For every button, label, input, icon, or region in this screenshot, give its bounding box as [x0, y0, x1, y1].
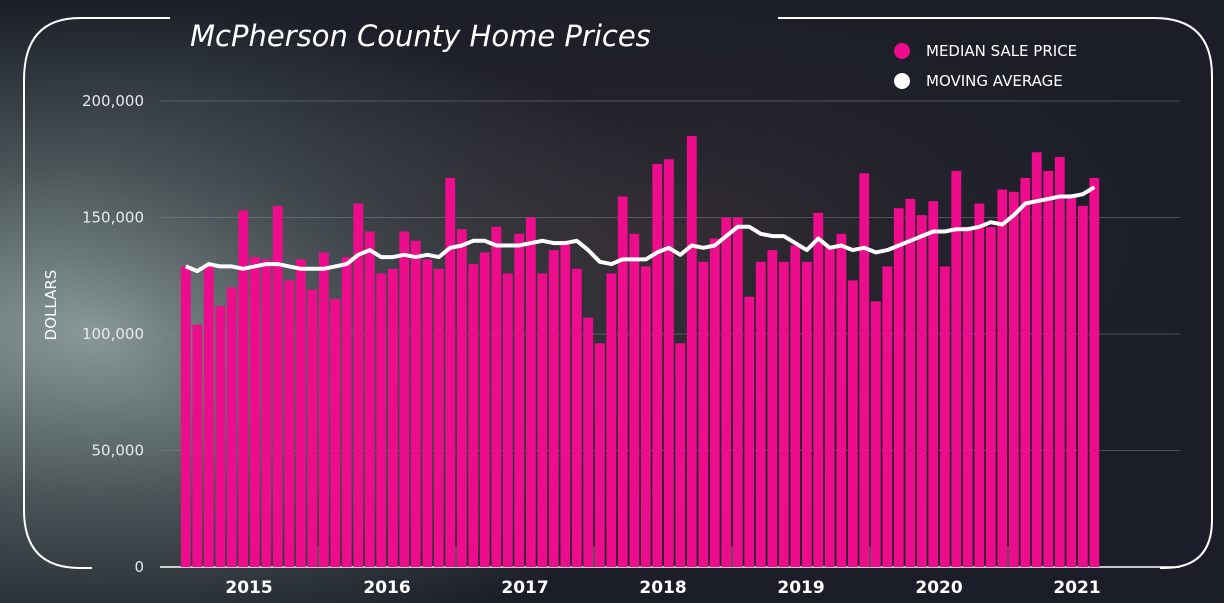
x-tick-label: 2016	[363, 578, 410, 598]
bar	[192, 325, 202, 567]
bar	[813, 213, 823, 567]
bar	[606, 273, 616, 567]
bar	[1020, 178, 1030, 567]
y-tick-label: 0	[134, 558, 144, 576]
bar	[848, 280, 858, 567]
bar	[422, 259, 432, 567]
bar	[572, 269, 582, 567]
legend-marker	[894, 73, 910, 89]
bar	[905, 199, 915, 567]
bar	[710, 238, 720, 567]
bar	[675, 343, 685, 567]
bar	[1055, 157, 1065, 567]
bar	[629, 234, 639, 567]
bar	[1066, 194, 1076, 567]
x-tick-label: 2017	[501, 578, 548, 598]
bar	[250, 257, 260, 567]
bar	[491, 227, 501, 567]
bar	[526, 218, 536, 568]
bar	[595, 343, 605, 567]
bar	[319, 252, 329, 567]
bar	[894, 208, 904, 567]
bar	[342, 257, 352, 567]
bar	[376, 273, 386, 567]
y-tick-label: 150,000	[82, 209, 144, 227]
bar	[238, 211, 248, 567]
bar	[641, 266, 651, 567]
bar	[859, 173, 869, 567]
bar	[744, 297, 754, 567]
bar	[457, 229, 467, 567]
x-tick-label: 2015	[225, 578, 272, 598]
bar	[1089, 178, 1099, 567]
x-tick-label: 2020	[915, 578, 962, 598]
bar	[537, 273, 547, 567]
bar	[503, 273, 513, 567]
bar	[261, 259, 271, 567]
bar	[215, 306, 225, 567]
bar	[284, 280, 294, 567]
bar	[1043, 171, 1053, 567]
bar	[997, 190, 1007, 567]
bar	[974, 204, 984, 567]
bar	[733, 218, 743, 568]
bar	[514, 234, 524, 567]
legend-label: MOVING AVERAGE	[926, 72, 1063, 90]
legend-label: MEDIAN SALE PRICE	[926, 42, 1077, 60]
bar	[836, 234, 846, 567]
bar	[411, 241, 421, 567]
bar	[1009, 192, 1019, 567]
bar	[779, 262, 789, 567]
x-tick-label: 2021	[1053, 578, 1100, 598]
bar	[365, 231, 375, 567]
bar	[296, 259, 306, 567]
bar	[468, 264, 478, 567]
bar	[825, 245, 835, 567]
bar	[652, 164, 662, 567]
bar	[560, 241, 570, 567]
bar	[767, 250, 777, 567]
bar	[940, 266, 950, 567]
bar	[618, 197, 628, 567]
bar	[687, 136, 697, 567]
bar	[273, 206, 283, 567]
y-tick-label: 200,000	[82, 92, 144, 110]
bar	[871, 301, 881, 567]
bar	[1032, 152, 1042, 567]
x-tick-label: 2019	[777, 578, 824, 598]
bar	[721, 218, 731, 568]
bar	[204, 264, 214, 567]
legend-marker	[894, 43, 910, 59]
chart: McPherson County Home Prices DOLLARS 0 50…	[0, 0, 1224, 603]
bar	[963, 227, 973, 567]
bar	[917, 215, 927, 567]
bar	[790, 245, 800, 567]
x-tick-label: 2018	[639, 578, 686, 598]
bar	[802, 262, 812, 567]
y-tick-label: 100,000	[82, 325, 144, 343]
chart-title: McPherson County Home Prices	[190, 19, 651, 53]
bar	[928, 201, 938, 567]
bar	[1078, 206, 1088, 567]
bar	[549, 250, 559, 567]
bar	[181, 266, 191, 567]
bar	[434, 269, 444, 567]
bar	[882, 266, 892, 567]
bar	[986, 227, 996, 567]
bar	[698, 262, 708, 567]
bar	[399, 231, 409, 567]
bar	[756, 262, 766, 567]
y-axis-label: DOLLARS	[42, 270, 60, 341]
bar	[330, 299, 340, 567]
bar	[388, 269, 398, 567]
y-tick-label: 50,000	[92, 442, 145, 460]
bar	[664, 159, 674, 567]
bar	[227, 287, 237, 567]
bar	[445, 178, 455, 567]
bar	[307, 290, 317, 567]
bar	[583, 318, 593, 567]
bar	[480, 252, 490, 567]
